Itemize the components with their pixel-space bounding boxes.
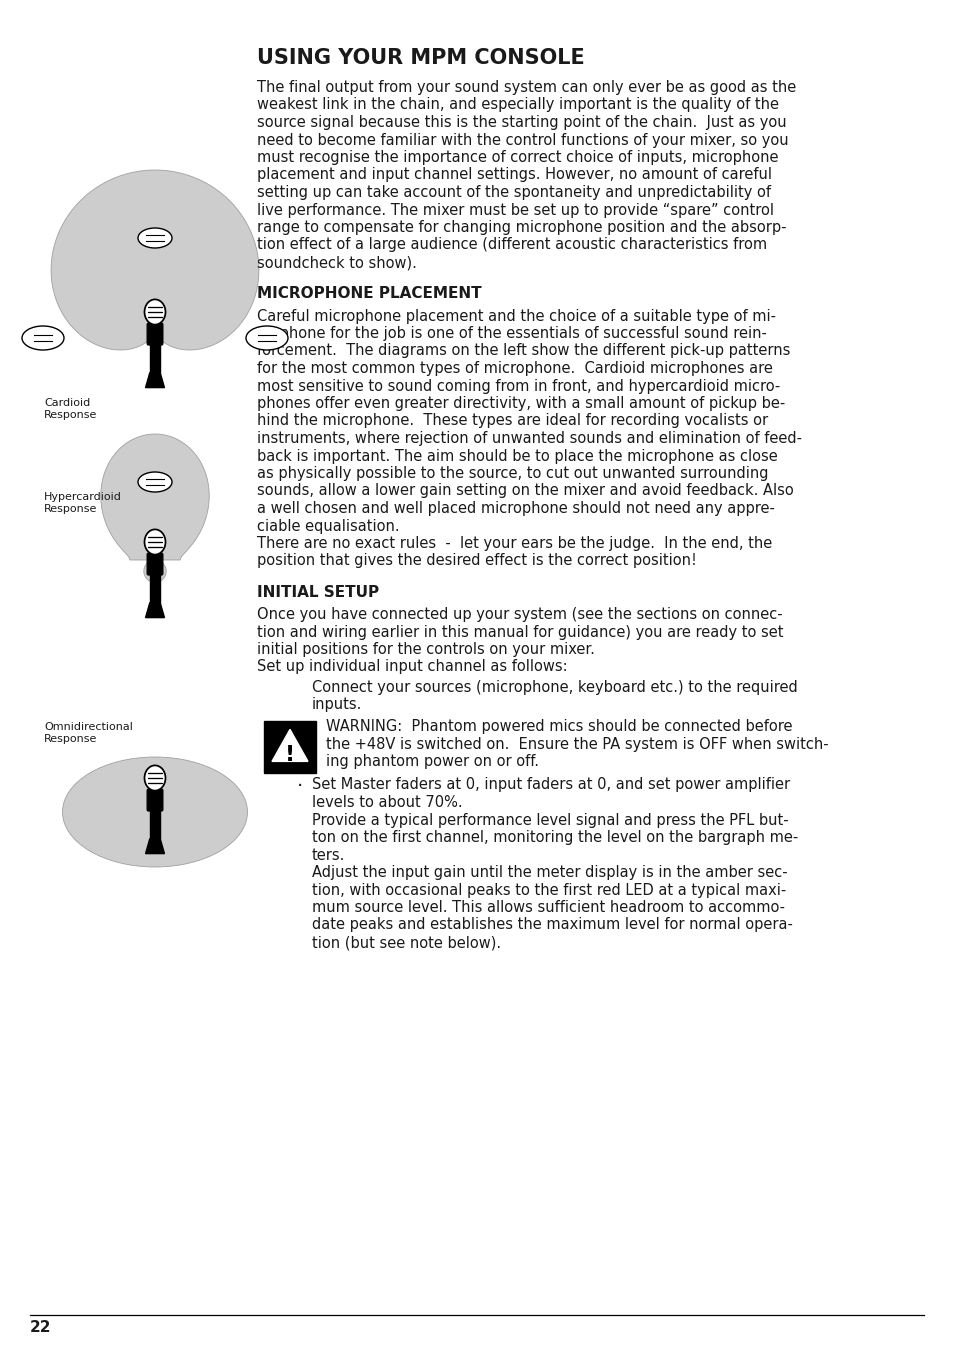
Bar [150,809,160,839]
Text: inputs.: inputs. [312,697,362,712]
Text: ters.: ters. [312,847,345,862]
Polygon shape [101,434,209,582]
Text: There are no exact rules  -  let your ears be the judge.  In the end, the: There are no exact rules - let your ears… [256,536,771,551]
Text: MICROPHONE PLACEMENT: MICROPHONE PLACEMENT [256,286,481,301]
Polygon shape [146,839,164,854]
Text: must recognise the importance of correct choice of inputs, microphone: must recognise the importance of correct… [256,150,778,165]
Bar [150,574,160,603]
Text: !: ! [285,744,294,765]
Text: position that gives the desired effect is the correct position!: position that gives the desired effect i… [256,554,696,569]
Text: Connect your sources (microphone, keyboard etc.) to the required: Connect your sources (microphone, keyboa… [312,680,797,694]
Ellipse shape [246,326,288,350]
Text: range to compensate for changing microphone position and the absorp-: range to compensate for changing microph… [256,220,785,235]
Text: need to become familiar with the control functions of your mixer, so you: need to become familiar with the control… [256,132,788,147]
Text: tion, with occasional peaks to the first red LED at a typical maxi-: tion, with occasional peaks to the first… [312,882,785,897]
Text: The final output from your sound system can only ever be as good as the: The final output from your sound system … [256,80,796,95]
Text: ing phantom power on or off.: ing phantom power on or off. [326,754,538,769]
Text: a well chosen and well placed microphone should not need any appre-: a well chosen and well placed microphone… [256,501,774,516]
Text: levels to about 70%.: levels to about 70%. [312,794,462,811]
Polygon shape [51,170,258,350]
Text: placement and input channel settings. However, no amount of careful: placement and input channel settings. Ho… [256,168,771,182]
Ellipse shape [144,300,165,324]
Ellipse shape [138,471,172,492]
Text: Omnidirectional
Response: Omnidirectional Response [44,721,132,743]
Text: soundcheck to show).: soundcheck to show). [256,255,416,270]
Polygon shape [146,603,164,617]
Text: as physically possible to the source, to cut out unwanted surrounding: as physically possible to the source, to… [256,466,768,481]
Text: tion effect of a large audience (different acoustic characteristics from: tion effect of a large audience (differe… [256,238,766,253]
Text: Provide a typical performance level signal and press the PFL but-: Provide a typical performance level sign… [312,812,788,828]
Text: USING YOUR MPM CONSOLE: USING YOUR MPM CONSOLE [256,49,584,68]
Ellipse shape [144,530,165,555]
Text: source signal because this is the starting point of the chain.  Just as you: source signal because this is the starti… [256,115,786,130]
Text: sounds, allow a lower gain setting on the mixer and avoid feedback. Also: sounds, allow a lower gain setting on th… [256,484,793,499]
FancyBboxPatch shape [147,553,163,576]
Bar [150,343,160,373]
Text: for the most common types of microphone.  Cardioid microphones are: for the most common types of microphone.… [256,361,772,376]
Ellipse shape [144,766,165,790]
Text: crophone for the job is one of the essentials of successful sound rein-: crophone for the job is one of the essen… [256,326,766,340]
Text: tion (but see note below).: tion (but see note below). [312,935,500,950]
Ellipse shape [138,228,172,249]
Text: Careful microphone placement and the choice of a suitable type of mi-: Careful microphone placement and the cho… [256,308,775,323]
FancyBboxPatch shape [147,323,163,345]
Text: forcement.  The diagrams on the left show the different pick-up patterns: forcement. The diagrams on the left show… [256,343,789,358]
Text: ciable equalisation.: ciable equalisation. [256,519,399,534]
Text: 22: 22 [30,1320,51,1335]
Polygon shape [146,373,164,388]
Text: most sensitive to sound coming from in front, and hypercardioid micro-: most sensitive to sound coming from in f… [256,378,780,393]
Text: Hypercardioid
Response: Hypercardioid Response [44,492,122,513]
Bar [264,721,315,773]
Text: the +48V is switched on.  Ensure the PA system is OFF when switch-: the +48V is switched on. Ensure the PA s… [326,736,828,751]
Text: instruments, where rejection of unwanted sounds and elimination of feed-: instruments, where rejection of unwanted… [256,431,801,446]
Text: phones offer even greater directivity, with a small amount of pickup be-: phones offer even greater directivity, w… [256,396,784,411]
Text: ton on the first channel, monitoring the level on the bargraph me-: ton on the first channel, monitoring the… [312,830,798,844]
Text: date peaks and establishes the maximum level for normal opera-: date peaks and establishes the maximum l… [312,917,792,932]
Text: Adjust the input gain until the meter display is in the amber sec-: Adjust the input gain until the meter di… [312,865,787,880]
Text: WARNING:  Phantom powered mics should be connected before: WARNING: Phantom powered mics should be … [326,719,792,734]
Text: INITIAL SETUP: INITIAL SETUP [256,585,378,600]
Ellipse shape [63,757,247,867]
FancyBboxPatch shape [147,789,163,811]
Text: live performance. The mixer must be set up to provide “spare” control: live performance. The mixer must be set … [256,203,773,218]
Text: Once you have connected up your system (see the sections on connec-: Once you have connected up your system (… [256,607,781,621]
Text: ·: · [296,777,303,797]
Text: mum source level. This allows sufficient headroom to accommo-: mum source level. This allows sufficient… [312,900,784,915]
Text: weakest link in the chain, and especially important is the quality of the: weakest link in the chain, and especiall… [256,97,779,112]
Text: Set up individual input channel as follows:: Set up individual input channel as follo… [256,659,567,674]
Text: tion and wiring earlier in this manual for guidance) you are ready to set: tion and wiring earlier in this manual f… [256,624,782,639]
Text: initial positions for the controls on your mixer.: initial positions for the controls on yo… [256,642,595,657]
Text: hind the microphone.  These types are ideal for recording vocalists or: hind the microphone. These types are ide… [256,413,767,428]
Polygon shape [272,730,308,762]
Text: Cardioid
Response: Cardioid Response [44,399,97,420]
Text: setting up can take account of the spontaneity and unpredictability of: setting up can take account of the spont… [256,185,770,200]
Text: Set Master faders at 0, input faders at 0, and set power amplifier: Set Master faders at 0, input faders at … [312,777,789,793]
Text: back is important. The aim should be to place the microphone as close: back is important. The aim should be to … [256,449,777,463]
Ellipse shape [22,326,64,350]
